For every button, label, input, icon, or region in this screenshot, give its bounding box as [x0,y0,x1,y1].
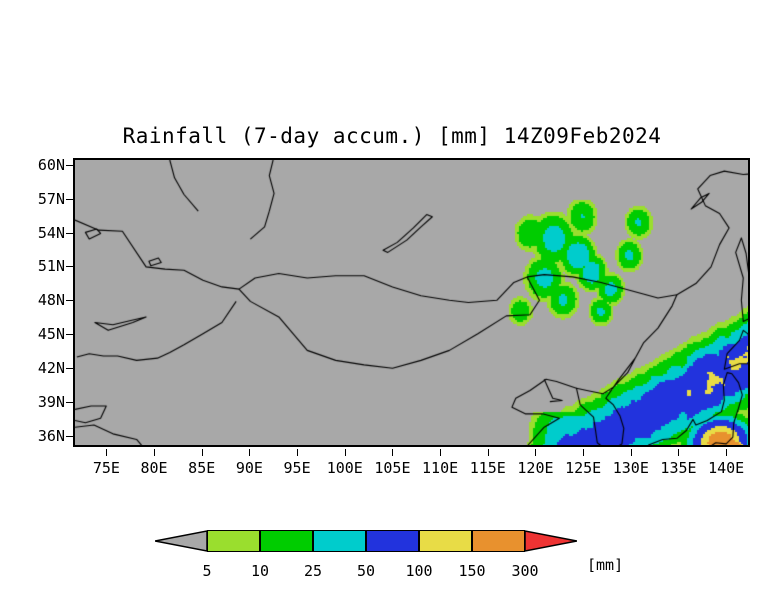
y-axis-tick-mark [66,266,73,268]
colorbar-tick-label: 100 [405,562,433,580]
x-axis-tick-label: 130E [612,459,649,477]
y-axis-tick-mark [66,300,73,302]
colorbar-segment-50-100 [366,530,419,552]
y-axis-tick-label: 54N [37,223,65,242]
colorbar-tick-label: 10 [250,562,270,580]
colorbar-tick-label: 5 [202,562,212,580]
colorbar-segment-10-25 [260,530,313,552]
y-axis-tick-mark [66,401,73,403]
rainfall-heatmap-canvas [75,160,748,445]
x-axis-tick-label: 120E [517,459,554,477]
map-plot-area [73,158,750,447]
x-axis-tick-label: 95E [283,459,311,477]
colorbar-tick-label: 150 [458,562,486,580]
x-axis-tick-label: 90E [235,459,263,477]
colorbar-tick-label: 50 [356,562,376,580]
x-axis-tick-mark [201,449,203,456]
x-axis-tick-label: 125E [565,459,602,477]
x-axis-tick-mark [487,449,489,456]
y-axis-tick-label: 57N [37,189,65,208]
y-axis-tick-label: 51N [37,257,65,276]
colorbar-segment-5-10 [207,530,260,552]
colorbar-tick-label: 300 [511,562,539,580]
y-axis-tick-mark [66,164,73,166]
x-axis-tick-label: 75E [92,459,120,477]
x-axis-tick-mark [297,449,299,456]
y-axis-tick-label: 45N [37,325,65,344]
y-axis-tick-mark [66,198,73,200]
x-axis-tick-mark [630,449,632,456]
y-axis-tick-label: 39N [37,392,65,411]
colorbar-legend: 5 10 25 50 100 150 300 [mm] [0,524,784,584]
page-title: Rainfall (7-day accum.) [mm] 14Z09Feb202… [122,124,662,148]
colorbar-tick-label: 25 [303,562,323,580]
colorbar-left-arrow [155,530,207,552]
y-axis-tick-mark [66,435,73,437]
x-axis-tick-mark [106,449,108,456]
x-axis-tick-label: 80E [140,459,168,477]
x-axis-ticks: 75E 80E 85E 90E 95E 100E 105E 110E 115E 120E 125E 1… [73,449,750,489]
y-axis-tick-label: 60N [37,155,65,174]
colorbar-segment-150-300 [472,530,525,552]
x-axis-tick-mark [726,449,728,456]
x-axis-tick-label: 135E [660,459,697,477]
x-axis-tick-label: 110E [422,459,459,477]
colorbar-segment-25-50 [313,530,366,552]
x-axis-tick-label: 85E [188,459,216,477]
x-axis-tick-mark [535,449,537,456]
x-axis-tick-mark [344,449,346,456]
y-axis-tick-label: 48N [37,291,65,310]
y-axis-tick-mark [66,334,73,336]
x-axis-tick-label: 140E [708,459,745,477]
x-axis-tick-mark [440,449,442,456]
y-axis-tick-label: 42N [37,358,65,377]
x-axis-tick-mark [392,449,394,456]
colorbar-unit-label: [mm] [587,556,624,574]
x-axis-tick-mark [154,449,156,456]
y-axis-tick-mark [66,232,73,234]
x-axis-tick-label: 100E [326,459,363,477]
colorbar-right-arrow [525,530,577,552]
x-axis-tick-label: 105E [374,459,411,477]
y-axis-tick-label: 36N [37,426,65,445]
x-axis-tick-label: 115E [469,459,506,477]
y-axis-tick-mark [66,367,73,369]
x-axis-tick-mark [583,449,585,456]
colorbar[interactable]: 5 10 25 50 100 150 300 [155,530,577,580]
colorbar-segment-100-150 [419,530,472,552]
x-axis-tick-mark [249,449,251,456]
x-axis-tick-mark [678,449,680,456]
